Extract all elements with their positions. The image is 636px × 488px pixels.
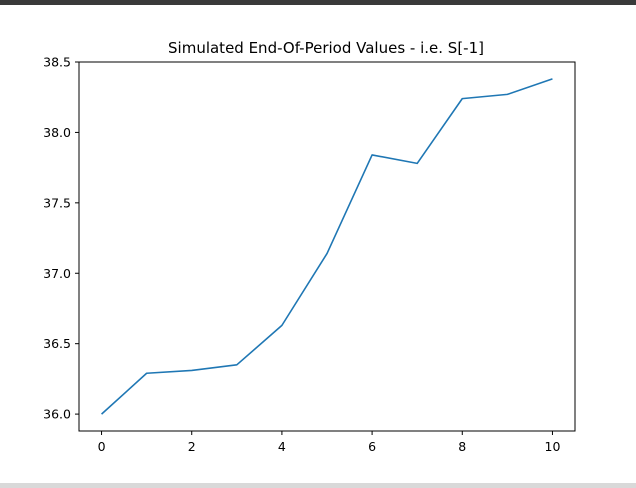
chart-title: Simulated End-Of-Period Values - i.e. S[… bbox=[168, 39, 484, 57]
data-point bbox=[191, 370, 193, 372]
y-tick-label: 38.0 bbox=[43, 125, 71, 140]
window-bottom-bar bbox=[0, 483, 636, 488]
y-tick-label: 37.5 bbox=[43, 195, 71, 210]
x-tick-label: 6 bbox=[368, 439, 376, 454]
series-line bbox=[101, 78, 553, 415]
x-tick-label: 10 bbox=[545, 439, 561, 454]
x-tick-label: 4 bbox=[278, 439, 286, 454]
x-tick-label: 8 bbox=[458, 439, 466, 454]
y-tick-label: 38.5 bbox=[43, 55, 71, 70]
y-tick-label: 36.0 bbox=[43, 407, 71, 422]
axes-frame bbox=[78, 61, 576, 432]
plot-area: 0 2 4 6 8 10 36.0 36.5 37.0 37.5 38.0 38.5 bbox=[43, 55, 576, 454]
data-point bbox=[101, 413, 103, 415]
y-tick-label: 36.5 bbox=[43, 336, 71, 351]
data-point bbox=[146, 372, 148, 374]
data-point bbox=[507, 94, 509, 96]
x-tick-label: 2 bbox=[188, 439, 196, 454]
data-point bbox=[236, 364, 238, 366]
data-point bbox=[416, 163, 418, 165]
x-tick-label: 0 bbox=[98, 439, 106, 454]
data-point bbox=[552, 78, 554, 80]
data-point bbox=[281, 325, 283, 327]
data-point bbox=[326, 253, 328, 255]
data-point bbox=[461, 98, 463, 100]
window-top-bar bbox=[0, 0, 636, 5]
y-tick-label: 37.0 bbox=[43, 266, 71, 281]
data-point bbox=[371, 154, 373, 156]
